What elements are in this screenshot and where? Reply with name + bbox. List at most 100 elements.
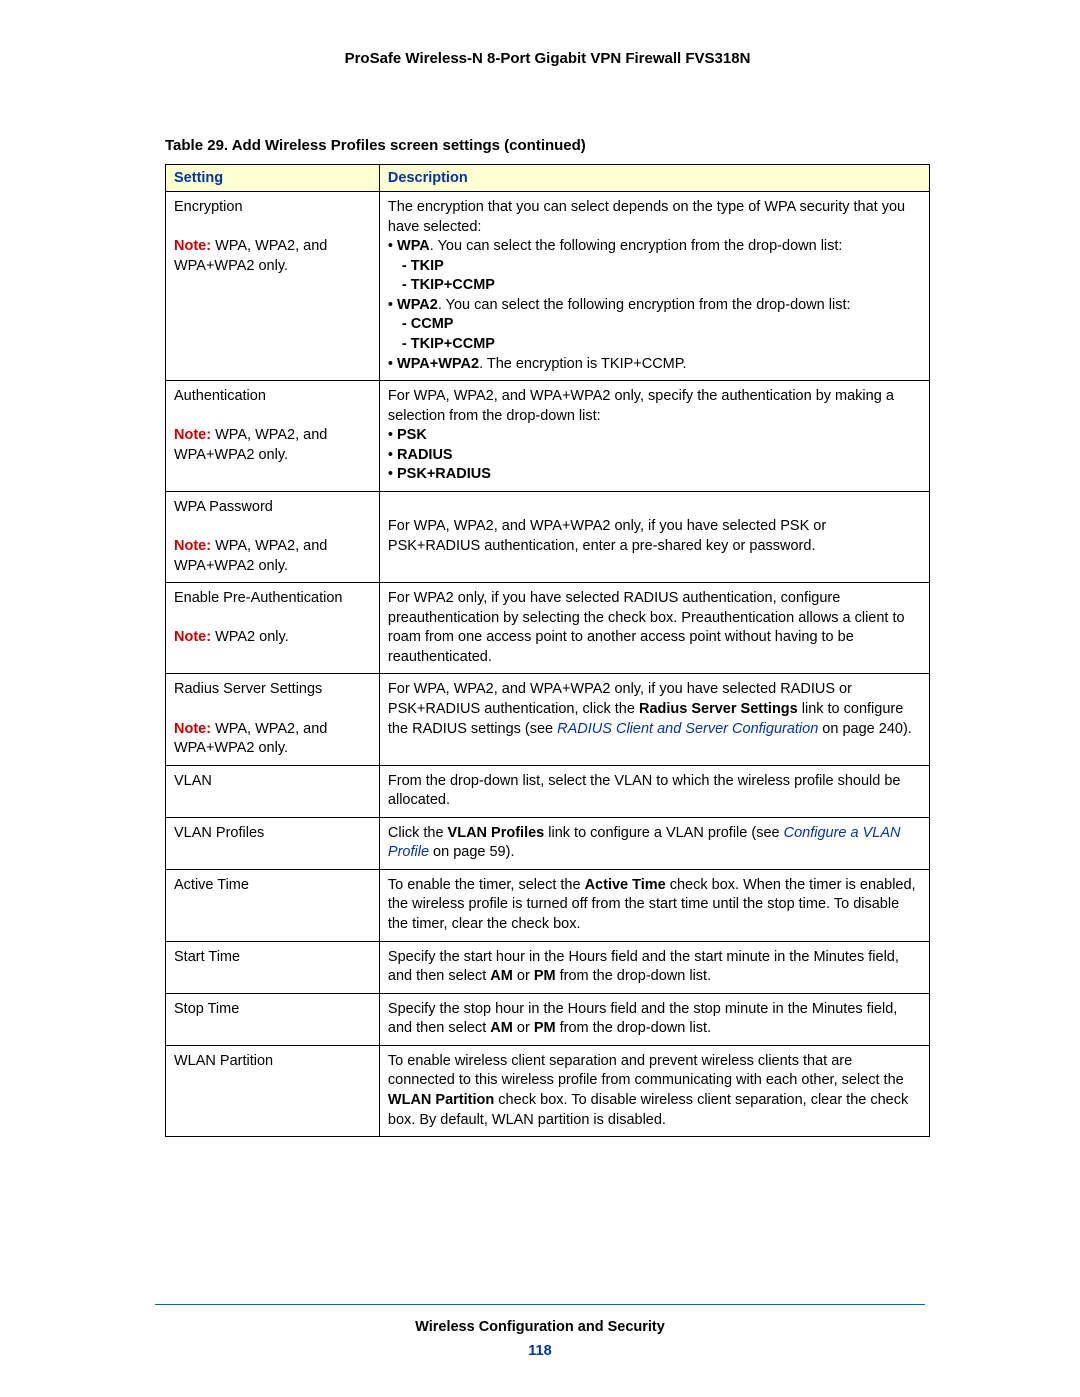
note-label: Note: <box>174 721 211 737</box>
sub-bullet: - TKIP+CCMP <box>388 335 495 355</box>
desc-text: For WPA2 only, if you have selected RADI… <box>388 590 905 665</box>
table-header-row: Setting Description <box>166 165 930 192</box>
setting-cell: WLAN Partition <box>166 1045 380 1136</box>
bullet: • <box>388 297 397 313</box>
sub-bullet: - CCMP <box>388 315 454 335</box>
desc-bold: WLAN Partition <box>388 1092 494 1108</box>
desc-text: For WPA, WPA2, and WPA+WPA2 only, specif… <box>388 388 894 424</box>
bullet: • <box>388 427 397 443</box>
desc-bold: AM <box>490 1020 513 1036</box>
bullet-label: PSK <box>397 427 427 443</box>
desc-text: or <box>513 968 534 984</box>
setting-title: Active Time <box>174 877 249 893</box>
desc-bold: PM <box>534 1020 556 1036</box>
desc-text: Click the <box>388 825 448 841</box>
col-setting: Setting <box>166 165 380 192</box>
setting-title: Authentication <box>174 388 266 404</box>
desc-text: For WPA, WPA2, and WPA+WPA2 only, if you… <box>388 518 826 554</box>
description-cell: Specify the stop hour in the Hours field… <box>379 993 929 1045</box>
product-title: ProSafe Wireless-N 8-Port Gigabit VPN Fi… <box>165 50 930 67</box>
table-row: WLAN Partition To enable wireless client… <box>166 1045 930 1136</box>
table-row: Authentication Note: WPA, WPA2, and WPA+… <box>166 381 930 492</box>
setting-title: WPA Password <box>174 499 273 515</box>
setting-title: WLAN Partition <box>174 1053 273 1069</box>
setting-cell: Authentication Note: WPA, WPA2, and WPA+… <box>166 381 380 492</box>
setting-cell: Stop Time <box>166 993 380 1045</box>
description-cell: Click the VLAN Profiles link to configur… <box>379 817 929 869</box>
desc-text: To enable the timer, select the <box>388 877 585 893</box>
desc-bold: Radius Server Settings <box>639 701 798 717</box>
cross-ref-link[interactable]: RADIUS Client and Server Configuration <box>557 721 818 737</box>
description-cell: Specify the start hour in the Hours fiel… <box>379 941 929 993</box>
note-label: Note: <box>174 238 211 254</box>
page-footer: Wireless Configuration and Security 118 <box>0 1304 1080 1359</box>
bullet-text: . You can select the following encryptio… <box>430 238 843 254</box>
description-cell: For WPA, WPA2, and WPA+WPA2 only, specif… <box>379 381 929 492</box>
note-label: Note: <box>174 538 211 554</box>
setting-cell: Enable Pre-Authentication Note: WPA2 onl… <box>166 583 380 674</box>
setting-title: VLAN Profiles <box>174 825 264 841</box>
bullet-label: PSK+RADIUS <box>397 466 491 482</box>
desc-text: The encryption that you can select depen… <box>388 199 905 235</box>
bullet: • <box>388 466 397 482</box>
desc-text: from the drop-down list. <box>556 968 712 984</box>
setting-cell: Active Time <box>166 869 380 941</box>
setting-title: VLAN <box>174 773 212 789</box>
note-text: WPA2 only. <box>211 629 289 645</box>
bullet-label: WPA2 <box>397 297 438 313</box>
desc-text: on page 59). <box>429 844 514 860</box>
setting-title: Enable Pre-Authentication <box>174 590 342 606</box>
desc-text: or <box>513 1020 534 1036</box>
setting-cell: VLAN <box>166 765 380 817</box>
footer-divider <box>155 1304 925 1305</box>
setting-cell: Radius Server Settings Note: WPA, WPA2, … <box>166 674 380 765</box>
page-number: 118 <box>0 1343 1080 1359</box>
description-cell: To enable wireless client separation and… <box>379 1045 929 1136</box>
desc-text: on page 240). <box>818 721 912 737</box>
desc-bold: VLAN Profiles <box>448 825 545 841</box>
setting-cell: WPA Password Note: WPA, WPA2, and WPA+WP… <box>166 491 380 582</box>
bullet-text: . You can select the following encryptio… <box>438 297 851 313</box>
setting-title: Stop Time <box>174 1001 239 1017</box>
footer-section-title: Wireless Configuration and Security <box>0 1319 1080 1335</box>
setting-cell: Encryption Note: WPA, WPA2, and WPA+WPA2… <box>166 192 380 381</box>
table-row: Start Time Specify the start hour in the… <box>166 941 930 993</box>
description-cell: For WPA, WPA2, and WPA+WPA2 only, if you… <box>379 674 929 765</box>
desc-text: link to configure a VLAN profile (see <box>544 825 783 841</box>
table-row: Stop Time Specify the stop hour in the H… <box>166 993 930 1045</box>
table-caption: Table 29. Add Wireless Profiles screen s… <box>165 137 930 154</box>
sub-bullet: - TKIP <box>388 257 444 277</box>
bullet-label: RADIUS <box>397 447 453 463</box>
table-row: Radius Server Settings Note: WPA, WPA2, … <box>166 674 930 765</box>
note-label: Note: <box>174 629 211 645</box>
description-cell: For WPA, WPA2, and WPA+WPA2 only, if you… <box>379 491 929 582</box>
settings-table: Setting Description Encryption Note: WPA… <box>165 164 930 1137</box>
table-row: Active Time To enable the timer, select … <box>166 869 930 941</box>
setting-cell: VLAN Profiles <box>166 817 380 869</box>
setting-cell: Start Time <box>166 941 380 993</box>
bullet: • <box>388 238 397 254</box>
table-row: VLAN From the drop-down list, select the… <box>166 765 930 817</box>
description-cell: For WPA2 only, if you have selected RADI… <box>379 583 929 674</box>
desc-text: To enable wireless client separation and… <box>388 1053 904 1089</box>
desc-bold: AM <box>490 968 513 984</box>
description-cell: The encryption that you can select depen… <box>379 192 929 381</box>
description-cell: From the drop-down list, select the VLAN… <box>379 765 929 817</box>
table-row: WPA Password Note: WPA, WPA2, and WPA+WP… <box>166 491 930 582</box>
table-row: Encryption Note: WPA, WPA2, and WPA+WPA2… <box>166 192 930 381</box>
table-row: Enable Pre-Authentication Note: WPA2 onl… <box>166 583 930 674</box>
col-description: Description <box>379 165 929 192</box>
description-cell: To enable the timer, select the Active T… <box>379 869 929 941</box>
table-row: VLAN Profiles Click the VLAN Profiles li… <box>166 817 930 869</box>
setting-title: Start Time <box>174 949 240 965</box>
bullet-label: WPA <box>397 238 430 254</box>
bullet: • <box>388 447 397 463</box>
desc-bold: Active Time <box>585 877 666 893</box>
setting-title: Encryption <box>174 199 243 215</box>
sub-bullet: - TKIP+CCMP <box>388 276 495 296</box>
desc-bold: PM <box>534 968 556 984</box>
note-label: Note: <box>174 427 211 443</box>
desc-text: from the drop-down list. <box>556 1020 712 1036</box>
bullet: • <box>388 356 397 372</box>
bullet-label: WPA+WPA2 <box>397 356 479 372</box>
